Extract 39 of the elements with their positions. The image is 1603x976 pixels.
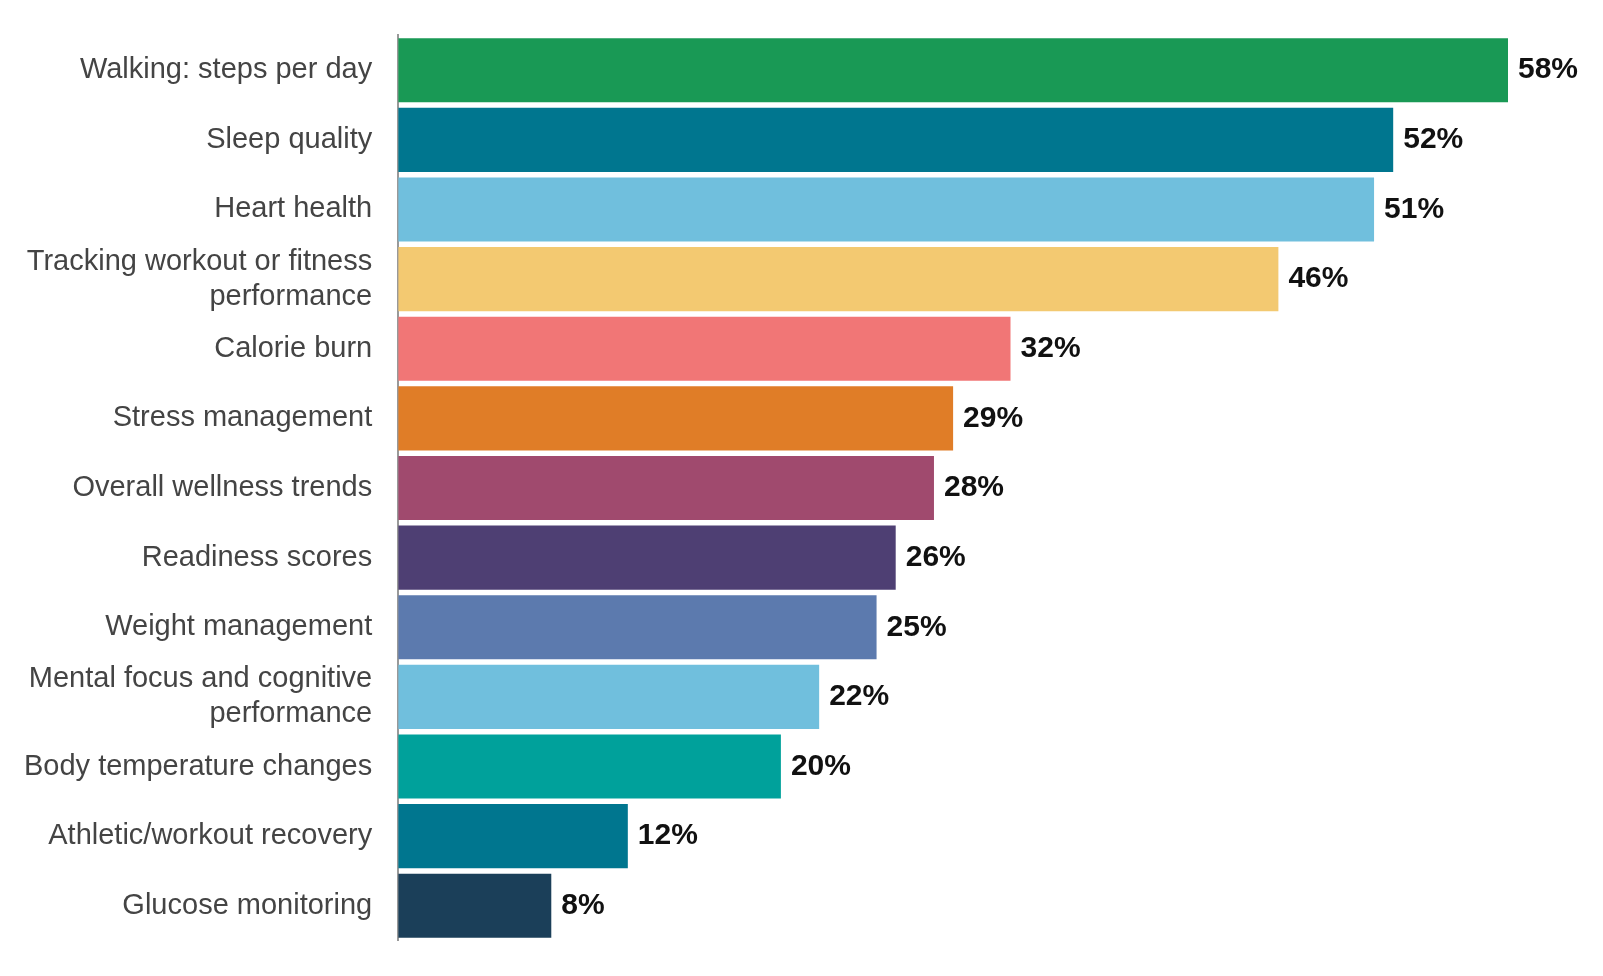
data-label: 25% xyxy=(886,608,947,642)
y-tick-label: Sleep quality xyxy=(206,121,373,154)
y-tick-label: Calorie burn xyxy=(214,330,373,363)
y-tick-label: Walking: steps per day xyxy=(79,52,373,85)
bar xyxy=(398,386,954,451)
bar xyxy=(398,525,896,590)
data-label: 8% xyxy=(561,887,605,921)
bar xyxy=(398,455,934,521)
y-tick-label: Body temperature changes xyxy=(23,748,373,781)
bar xyxy=(398,247,1279,312)
y-tick-label: Stress management xyxy=(112,400,373,433)
data-label: 52% xyxy=(1403,121,1464,155)
data-label: 26% xyxy=(905,538,966,572)
data-label: 29% xyxy=(963,399,1024,433)
data-label: 20% xyxy=(790,747,851,781)
data-label: 46% xyxy=(1288,260,1349,294)
bar xyxy=(398,873,552,938)
bar xyxy=(398,316,1011,381)
y-tick-label: Overall wellness trends xyxy=(72,470,373,502)
data-label: 28% xyxy=(943,469,1005,503)
data-label: 58% xyxy=(1518,51,1579,85)
bar xyxy=(398,734,781,799)
y-tick-label: Glucose monitoring xyxy=(122,887,373,920)
y-tick-label: Readiness scores xyxy=(141,539,373,572)
bar xyxy=(398,664,820,729)
bar xyxy=(398,804,628,869)
data-label: 12% xyxy=(637,817,698,851)
bar xyxy=(398,595,877,660)
bar xyxy=(398,107,1394,172)
y-tick-label: Mental focus and cognitive performance xyxy=(28,661,373,729)
y-tick-label: Weight management xyxy=(105,609,373,642)
data-label: 51% xyxy=(1384,190,1445,224)
y-tick-label: Tracking workout or fitness performance xyxy=(26,243,373,311)
y-tick-label: Heart health xyxy=(214,191,373,224)
data-label: 22% xyxy=(829,678,890,712)
y-tick-label: Athletic/workout recovery xyxy=(48,818,373,851)
bar xyxy=(398,177,1375,242)
data-label: 32% xyxy=(1020,330,1081,363)
bar xyxy=(398,38,1508,103)
